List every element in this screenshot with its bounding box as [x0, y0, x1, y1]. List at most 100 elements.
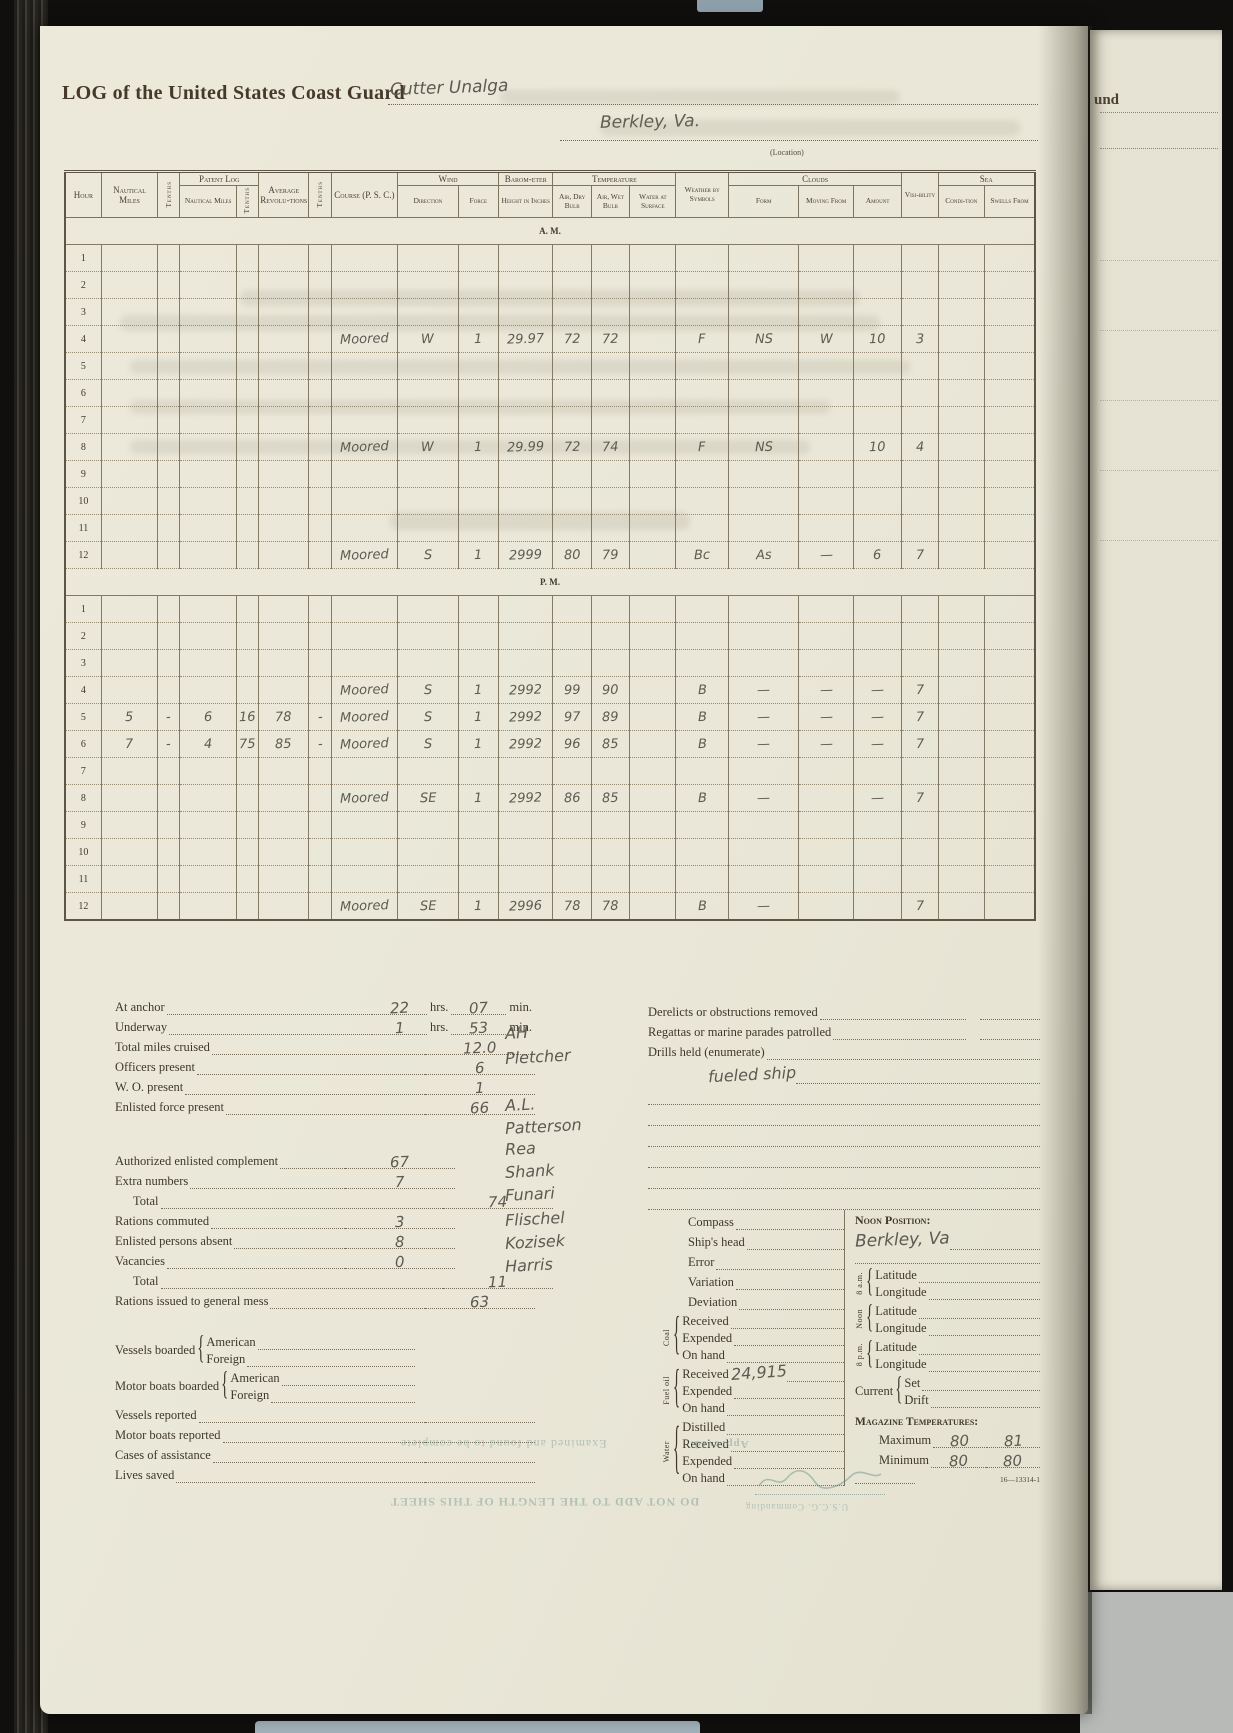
handwritten-entry: S — [423, 736, 433, 753]
log-cell-nm — [100, 865, 159, 894]
boarded-sublabel: Foreign — [206, 1352, 246, 1366]
log-cell-force: 1 — [457, 703, 499, 732]
log-cell-revT — [308, 595, 332, 624]
log-cell-force: 1 — [457, 433, 499, 462]
log-cell-seaS — [983, 757, 1036, 786]
log-cell-bar — [497, 406, 554, 435]
blank-line — [166, 1265, 345, 1269]
log-cell-water — [629, 784, 677, 813]
handwritten-entry: — — [756, 709, 771, 726]
next-page-sliver: und — [1090, 30, 1222, 1590]
blank-line — [281, 1382, 415, 1386]
summary-line-label: Total — [133, 1194, 159, 1208]
coal-received-label: Received — [682, 1314, 729, 1328]
handwritten-entry: - — [166, 737, 172, 753]
log-cell-cAmt — [852, 757, 903, 786]
log-cell-revT — [308, 271, 332, 300]
hour-number: 4 — [64, 676, 102, 705]
log-cell-revT — [308, 784, 332, 813]
blank-line — [730, 1325, 844, 1329]
log-cell-wet — [590, 244, 631, 273]
log-cell-force — [457, 757, 499, 786]
log-cell-course — [330, 352, 399, 381]
right-summary-line: Regattas or marine parades patrolled — [648, 1020, 1040, 1040]
log-cell-dry — [552, 379, 592, 408]
boarded-sublines: American Foreign — [206, 1333, 415, 1367]
log-cell-plT — [235, 271, 260, 300]
log-cell-course — [330, 298, 399, 327]
summary-line-label: Underway — [115, 1020, 168, 1034]
log-cell-wx — [675, 460, 729, 489]
log-cell-revT — [308, 622, 332, 651]
log-cell-wet — [590, 811, 631, 840]
log-cell-seaS — [983, 649, 1036, 678]
log-cell-dry — [552, 838, 592, 867]
fuel-on-hand-label: On hand — [682, 1401, 725, 1415]
handwritten-entry: NS — [754, 331, 773, 348]
col-header-temperature: Temperature — [552, 170, 677, 187]
coal-on-hand-label: On hand — [682, 1348, 725, 1362]
log-cell-cMov — [798, 811, 854, 840]
handwritten-entry: 78 — [601, 898, 619, 915]
log-cell-cAmt — [852, 298, 903, 327]
hour-number: 11 — [64, 514, 102, 543]
handwritten-entry: 29.97 — [506, 331, 545, 348]
log-cell-plT — [235, 676, 260, 705]
coal-expended-label: Expended — [682, 1331, 733, 1345]
blank-line — [730, 1448, 844, 1452]
log-cell-course — [330, 379, 399, 408]
location-caption: (Location) — [770, 148, 804, 157]
longitude-label: Longitude — [875, 1321, 927, 1335]
log-cell-course: Moored — [330, 676, 399, 705]
log-cell-plNm — [179, 298, 237, 327]
hour-number: 9 — [64, 811, 102, 840]
handwritten-entry: — — [870, 790, 885, 807]
log-cell-seaC — [937, 838, 985, 867]
hour-number: 5 — [64, 703, 102, 732]
log-cell-bar: 2999 — [497, 541, 554, 570]
log-cell-rev — [258, 811, 310, 840]
log-cell-wx: B — [675, 676, 729, 705]
log-cell-vis — [901, 865, 939, 894]
handwritten-entry: 1 — [473, 790, 483, 807]
handwritten-entry: 2992 — [508, 682, 543, 699]
col-header-swells-from: Swells From — [983, 185, 1036, 219]
log-cell-nmT — [157, 541, 181, 570]
log-cell-dry — [552, 595, 592, 624]
log-cell-course — [330, 487, 399, 516]
log-cell-bar — [497, 757, 554, 786]
log-cell-plNm — [179, 757, 237, 786]
handwritten-entry: B — [697, 790, 707, 807]
summary-handwritten-value: 0 — [394, 1252, 406, 1272]
log-cell-dir — [397, 865, 459, 894]
handwritten-entry: 97 — [563, 709, 581, 726]
log-cell-nmT — [157, 757, 181, 786]
log-cell-cAmt — [852, 460, 903, 489]
blank-line — [980, 1016, 1040, 1020]
log-cell-nmT — [157, 838, 181, 867]
scanner-tab-bottom — [255, 1721, 700, 1733]
log-cell-water — [629, 406, 677, 435]
log-cell-water — [629, 433, 677, 462]
log-cell-bar: 29.99 — [497, 433, 554, 462]
log-cell-seaS — [983, 325, 1036, 354]
log-cell-plNm — [179, 541, 237, 570]
maximum-value-1: 80 — [949, 1431, 970, 1451]
log-cell-cMov: — — [798, 541, 854, 570]
handwritten-entry: 1 — [473, 331, 483, 348]
log-cell-plT — [235, 811, 260, 840]
log-cell-wx — [675, 244, 729, 273]
log-cell-seaS — [983, 676, 1036, 705]
log-cell-water — [629, 595, 677, 624]
log-cell-plNm: 6 — [179, 703, 237, 732]
log-cell-rev — [258, 865, 310, 894]
blank-line — [734, 1342, 844, 1346]
log-cell-water — [629, 298, 677, 327]
col-header-air-wet-bulb: Air, Wet Bulb — [590, 185, 631, 219]
handwritten-entry: 1 — [473, 547, 483, 564]
log-cell-plT — [235, 514, 260, 543]
log-cell-course — [330, 244, 399, 273]
handwritten-entry: 2999 — [508, 547, 543, 564]
log-cell-vis — [901, 379, 939, 408]
scanner-tab-top — [697, 0, 763, 12]
